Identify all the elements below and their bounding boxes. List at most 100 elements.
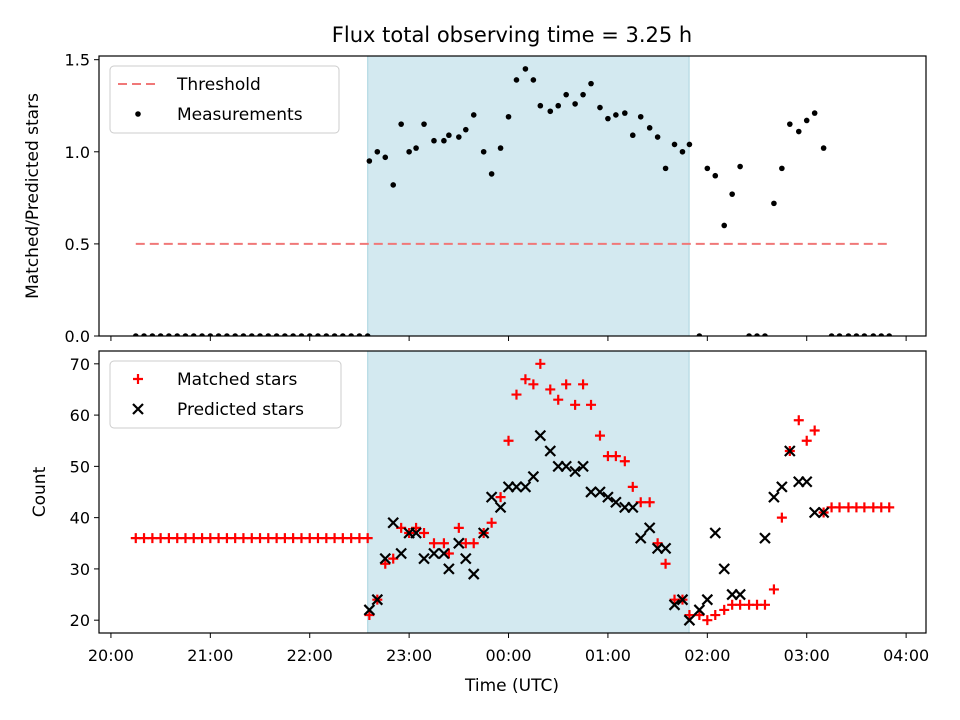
count-matched-point	[495, 492, 506, 503]
ratio-measurement-point	[622, 110, 628, 116]
ratio-measurement-point	[729, 191, 735, 197]
count-predicted-point	[363, 604, 376, 616]
count-matched-point	[535, 358, 546, 369]
count-matched-point	[188, 533, 199, 544]
count-matched-point	[702, 615, 713, 626]
count-y-tick-label: 40	[70, 509, 90, 528]
count-matched-point	[594, 430, 605, 441]
ratio-measurement-point	[248, 333, 255, 336]
ratio-legend-label: Measurements	[177, 105, 303, 125]
ratio-measurement-point	[762, 333, 768, 336]
ratio-measurement-point	[331, 333, 338, 336]
ratio-measurement-point	[298, 333, 305, 336]
ratio-measurement-point	[811, 110, 818, 116]
count-predicted-point	[734, 588, 746, 601]
count-legend-label: Predicted stars	[177, 400, 304, 420]
ratio-measurement-point	[315, 333, 321, 336]
count-matched-point	[428, 538, 439, 549]
count-matched-point	[719, 604, 730, 615]
count-axes-frame	[98, 350, 927, 634]
count-matched-point	[586, 399, 597, 410]
ratio-measurement-point	[861, 333, 868, 336]
count-predicted-point	[395, 547, 407, 560]
count-predicted-point	[544, 445, 557, 457]
ratio-measurement-point	[174, 333, 181, 336]
count-matched-point	[801, 435, 812, 446]
ratio-measurement-point	[446, 132, 452, 139]
count-predicted-point	[379, 552, 392, 565]
count-predicted-point	[676, 593, 689, 606]
count-matched-point	[380, 558, 391, 569]
ratio-measurement-point	[795, 128, 802, 135]
count-predicted-point	[371, 593, 384, 606]
ratio-measurement-point	[290, 333, 296, 336]
ratio-measurement-point	[364, 333, 371, 336]
ratio-y-tick-label: 0.5	[65, 235, 90, 254]
count-matched-point	[859, 502, 870, 513]
ratio-measurement-point	[704, 165, 711, 172]
count-y-axis-label: Count	[30, 466, 50, 517]
count-predicted-point	[626, 501, 639, 514]
count-matched-point	[503, 435, 514, 446]
count-predicted-point	[643, 522, 656, 534]
x-axis-label: Time (UTC)	[464, 676, 559, 696]
ratio-measurement-point	[746, 333, 752, 336]
ratio-measurement-point	[390, 182, 397, 188]
ratio-measurement-point	[646, 125, 653, 131]
ratio-measurement-point	[712, 172, 719, 179]
count-predicted-point	[577, 460, 589, 473]
ratio-measurement-point	[530, 77, 537, 83]
ratio-measurement-point	[787, 121, 793, 127]
count-observing-span	[367, 350, 690, 634]
ratio-measurement-point	[406, 148, 412, 155]
ratio-measurement-point	[190, 333, 197, 336]
count-matched-point	[793, 415, 804, 426]
ratio-measurement-point	[820, 145, 827, 151]
count-legend-label: Matched stars	[177, 370, 297, 390]
ratio-measurement-point	[306, 333, 313, 336]
count-predicted-point	[759, 532, 771, 544]
count-predicted-point	[709, 527, 722, 539]
count-matched-point	[710, 610, 721, 621]
count-predicted-point	[387, 516, 399, 529]
count-predicted-point	[485, 491, 498, 503]
count-matched-point	[627, 481, 638, 492]
count-predicted-point	[477, 527, 490, 539]
ratio-measurement-point	[563, 91, 569, 98]
count-predicted-point	[410, 527, 422, 539]
ratio-measurement-point	[431, 137, 437, 144]
count-predicted-point	[534, 429, 547, 442]
ratio-legend-box	[109, 65, 340, 134]
ratio-measurement-point	[597, 104, 603, 111]
x-tick-label: 02:00	[684, 646, 730, 665]
count-matched-point	[768, 584, 779, 595]
ratio-measurement-point	[441, 137, 447, 144]
count-matched-point	[511, 389, 522, 400]
ratio-measurement-point	[366, 158, 373, 164]
count-matched-point	[163, 533, 174, 544]
ratio-measurement-point	[629, 132, 636, 139]
ratio-measurement-point	[853, 333, 860, 336]
count-matched-point	[834, 502, 845, 513]
count-matched-point	[528, 379, 539, 390]
ratio-legend-label: Threshold	[176, 75, 261, 95]
count-matched-point	[139, 533, 150, 544]
count-matched-point	[735, 599, 746, 610]
count-matched-point	[619, 456, 630, 467]
ratio-plot-area	[132, 66, 893, 336]
count-matched-point	[453, 522, 464, 533]
count-matched-point	[443, 548, 454, 559]
count-predicted-point	[560, 460, 572, 473]
count-matched-point	[288, 533, 299, 544]
count-y-tick-label: 50	[70, 457, 90, 476]
ratio-measurement-point	[737, 163, 743, 170]
count-matched-point	[238, 533, 249, 544]
ratio-measurement-point	[580, 91, 586, 98]
count-matched-point	[468, 538, 479, 549]
ratio-measurement-point	[470, 112, 477, 118]
count-predicted-point	[519, 481, 532, 493]
count-predicted-point	[634, 532, 647, 544]
ratio-measurement-point	[522, 66, 529, 72]
count-y-tick-label: 60	[70, 406, 90, 425]
ratio-measurement-point	[207, 333, 214, 336]
